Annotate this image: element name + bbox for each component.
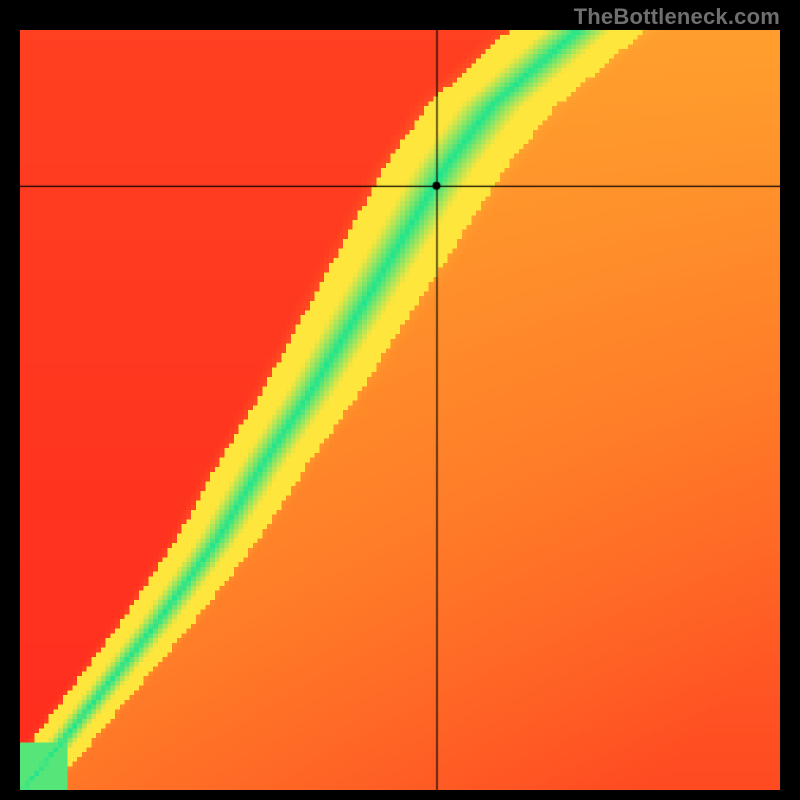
chart-container: TheBottleneck.com <box>0 0 800 800</box>
watermark-label: TheBottleneck.com <box>574 4 780 30</box>
crosshair-overlay <box>20 30 780 790</box>
